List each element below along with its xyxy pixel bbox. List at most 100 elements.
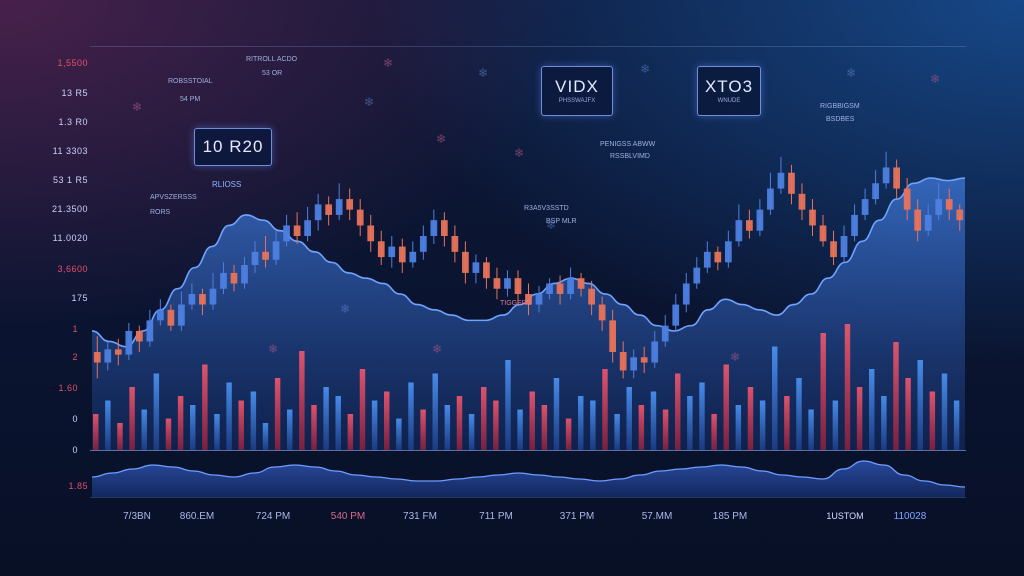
annotation: BSP MLR (546, 218, 577, 225)
candle-body (682, 283, 690, 305)
volume-bar (735, 405, 742, 450)
candle-body (661, 325, 669, 342)
volume-bar (371, 400, 378, 450)
volume-bar (165, 418, 172, 450)
candle-body (956, 209, 964, 221)
volume-bar (893, 342, 899, 450)
y-tick-label: 1.60 (58, 383, 78, 393)
volume-bar (408, 382, 414, 450)
candle-body (903, 188, 911, 210)
y-tick-label: 1 (72, 324, 78, 334)
candle-body (798, 193, 806, 210)
volume-bar (177, 396, 184, 450)
volume-bar (590, 400, 596, 450)
volume-bar (602, 369, 608, 450)
candle-body (945, 199, 953, 210)
candle-body (419, 236, 427, 252)
annotation: RORS (150, 209, 171, 216)
candle-body (209, 288, 217, 305)
candle-body (388, 246, 396, 258)
annotation: PENIGSS ABWW (600, 141, 656, 148)
volume-bar (311, 405, 317, 450)
candle-body (125, 330, 133, 355)
x-tick-label: 7/3BN (123, 511, 151, 522)
candle-body (893, 167, 900, 189)
tag-vidx[interactable]: VIDX PHSSWAJFX (541, 66, 613, 116)
volume-bar (747, 387, 754, 450)
candle-body (304, 220, 311, 236)
candle-body (335, 199, 343, 215)
volume-bar (650, 391, 657, 450)
decor-star-icon: ❄ (436, 132, 447, 146)
candle-body (724, 241, 732, 263)
candle-body (735, 220, 743, 242)
volume-bar (468, 414, 475, 450)
annotation: RIGBBIGSM (820, 103, 860, 110)
volume-bar (226, 382, 232, 450)
tag-xto3[interactable]: XTO3 WNUDE (697, 66, 761, 116)
volume-bar (699, 382, 705, 450)
candle-body (104, 349, 112, 363)
volume-bar (238, 400, 244, 450)
volume-bar (626, 387, 632, 450)
volume-bar (565, 418, 572, 450)
decor-star-icon: ❄ (478, 66, 489, 80)
volume-bar (347, 414, 354, 450)
volume-bar (420, 409, 426, 450)
y-tick-label: 1.3 R0 (58, 117, 88, 127)
x-tick-label: 724 PM (255, 511, 291, 522)
x-tick-label: 731 FM (403, 511, 437, 522)
volume-bar (723, 364, 729, 450)
candle-body (809, 209, 816, 226)
candle-body (703, 251, 711, 268)
candle-body (640, 357, 648, 363)
decor-star-icon: ❄ (432, 342, 443, 356)
chart-top-border (90, 46, 966, 47)
decor-star-icon: ❄ (364, 95, 375, 109)
candle-body (220, 272, 227, 289)
volume-bar (856, 387, 863, 450)
volume-bar (262, 423, 269, 450)
volume-bar (784, 396, 790, 450)
volume-bar (772, 346, 778, 450)
volume-bar (117, 423, 123, 450)
annotation: RLIOSS (212, 180, 242, 189)
x-tick-label: 711 PM (479, 511, 513, 522)
tag-title: XTO3 (704, 77, 754, 96)
candle-body (178, 304, 185, 326)
candle-body (398, 246, 406, 263)
candle-body (314, 204, 322, 221)
lower-area-line (91, 460, 966, 488)
volume-bar (941, 373, 948, 450)
lower-indicator-panel (91, 460, 966, 497)
annotation: 54 PM (180, 96, 201, 103)
volume-bar (808, 409, 814, 450)
candle-body (283, 225, 290, 242)
y-tick-label: 0 (72, 445, 78, 455)
volume-bar (638, 405, 645, 450)
candle-body (377, 241, 385, 258)
candle-body (619, 352, 627, 371)
y-tick-label: 3,6600 (57, 264, 88, 274)
volume-bar (844, 324, 851, 450)
volume-bar (553, 378, 560, 450)
decor-star-icon: ❄ (640, 62, 651, 76)
tag-10r20[interactable]: 10 R20 (194, 128, 272, 166)
decor-star-icon: ❄ (514, 146, 525, 160)
candle-body (367, 225, 375, 242)
volume-bar (432, 373, 438, 450)
tag-subtitle: WNUDE (717, 98, 741, 104)
candle-body (504, 278, 511, 289)
volume-bar (529, 391, 535, 450)
candle-body (851, 214, 858, 236)
volume-bar (299, 351, 305, 450)
volume-bar (323, 387, 329, 450)
annotation: RSSBLVIMD (610, 153, 650, 160)
candle-body (935, 199, 943, 215)
candle-body (609, 320, 617, 352)
volume-bar (711, 414, 717, 450)
volume-bar (796, 378, 802, 450)
volume-bar (456, 396, 463, 450)
candle-body (882, 167, 890, 184)
candle-body (251, 251, 259, 265)
